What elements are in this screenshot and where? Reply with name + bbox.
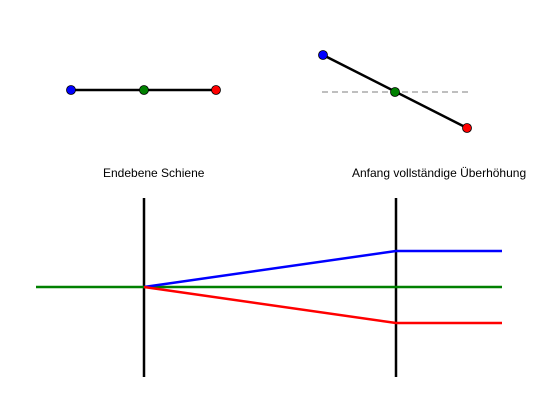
center-point [390,87,400,97]
cross-section-level [66,85,221,95]
left-rail-point [66,85,76,95]
rail-profile [36,198,502,377]
right-rail-point [211,85,221,95]
label-level-rail: Endebene Schiene [103,166,205,180]
center-point [139,85,149,95]
cross-section-superelevated [318,50,472,133]
label-full-superelevation: Anfang vollständige Überhöhung [352,166,527,180]
right-rail-line [143,285,502,325]
left-rail-line [143,249,502,289]
left-rail-point [318,50,328,60]
right-rail-point [462,123,472,133]
